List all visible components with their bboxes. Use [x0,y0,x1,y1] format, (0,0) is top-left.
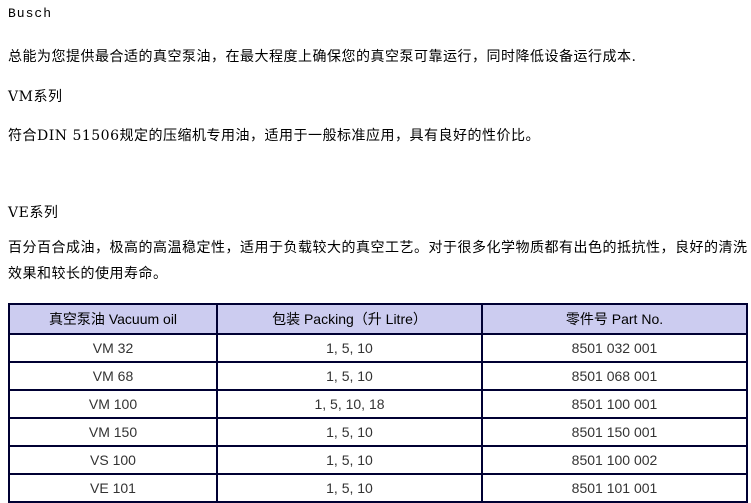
packing-cell: 1, 5, 10 [216,417,483,447]
oil-name-cell: VM 68 [8,361,218,391]
table-row: VM 100 1, 5, 10, 18 8501 100 001 [8,389,748,419]
column-header-vacuum-oil: 真空泵油 Vacuum oil [8,303,218,335]
oil-name-cell: VM 100 [8,389,218,419]
part-no-cell: 8501 100 001 [481,389,748,419]
table-header-row: 真空泵油 Vacuum oil 包装 Packing（升 Litre） 零件号 … [8,303,748,335]
table-row: VS 100 1, 5, 10 8501 100 002 [8,445,748,475]
part-no-cell: 8501 100 002 [481,445,748,475]
oil-name-cell: VM 150 [8,417,218,447]
column-header-part-no: 零件号 Part No. [481,303,748,335]
packing-cell: 1, 5, 10 [216,445,483,475]
product-table: 真空泵油 Vacuum oil 包装 Packing（升 Litre） 零件号 … [8,303,748,503]
intro-paragraph: 总能为您提供最合适的真空泵油，在最大程度上确保您的真空泵可靠运行，同时降低设备运… [8,49,637,65]
part-no-cell: 8501 101 001 [481,473,748,503]
ve-series-description: 百分百合成油，极高的高温稳定性，适用于负载较大的真空工艺。对于很多化学物质都有出… [8,240,748,282]
oil-name-cell: VS 100 [8,445,218,475]
vm-series-description: 符合DIN 51506规定的压缩机专用油，适用于一般标准应用，具有良好的性价比。 [8,128,540,144]
table-row: VM 32 1, 5, 10 8501 032 001 [8,333,748,363]
table-row: VM 150 1, 5, 10 8501 150 001 [8,417,748,447]
ve-series-heading: VE系列 [8,205,59,221]
packing-cell: 1, 5, 10 [216,361,483,391]
part-no-cell: 8501 032 001 [481,333,748,363]
oil-name-cell: VE 101 [8,473,218,503]
part-no-cell: 8501 150 001 [481,417,748,447]
vm-series-heading: VM系列 [8,89,63,105]
table-row: VM 68 1, 5, 10 8501 068 001 [8,361,748,391]
table-row: VE 101 1, 5, 10 8501 101 001 [8,473,748,503]
packing-cell: 1, 5, 10 [216,473,483,503]
part-no-cell: 8501 068 001 [481,361,748,391]
packing-cell: 1, 5, 10 [216,333,483,363]
column-header-packing: 包装 Packing（升 Litre） [216,303,483,335]
oil-name-cell: VM 32 [8,333,218,363]
brand-title: Busch [8,6,53,21]
packing-cell: 1, 5, 10, 18 [216,389,483,419]
